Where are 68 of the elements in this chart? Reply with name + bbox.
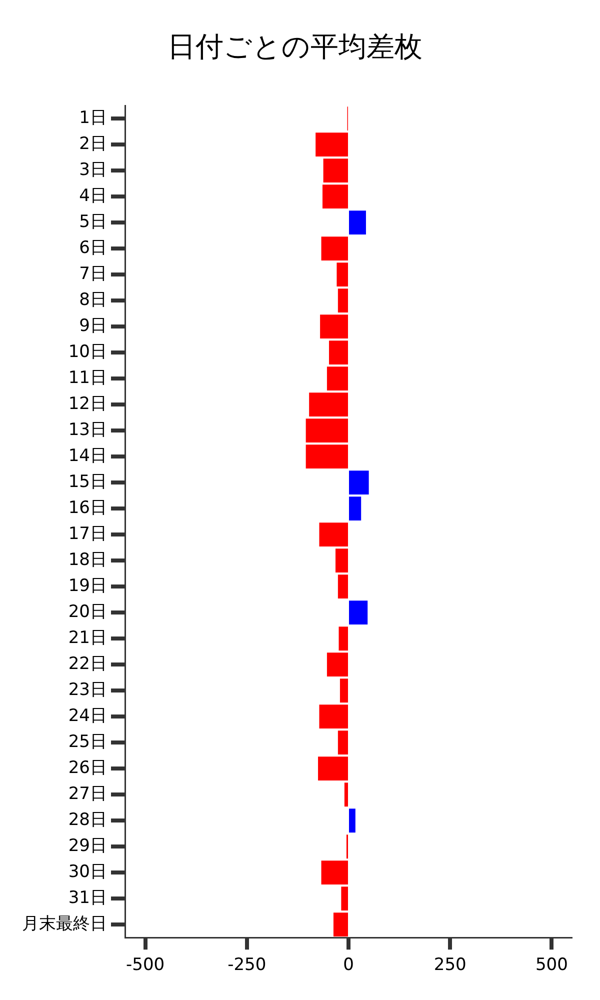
bar — [338, 730, 348, 755]
y-tick-label: 10日 — [68, 342, 107, 362]
bar — [349, 470, 369, 495]
y-tick-label: 13日 — [68, 420, 107, 440]
bar — [306, 444, 348, 469]
y-tick-label: 15日 — [68, 472, 107, 492]
bar — [321, 236, 348, 261]
y-tick-label: 27日 — [68, 784, 107, 804]
bar — [306, 418, 348, 443]
y-tick-label: 8日 — [79, 290, 107, 310]
y-tick-label: 29日 — [68, 836, 107, 856]
x-tick-label: 250 — [434, 955, 466, 976]
bar — [335, 548, 348, 573]
bar — [318, 756, 348, 781]
y-tick-label: 21日 — [68, 628, 107, 648]
bar — [328, 340, 348, 365]
y-tick-label: 18日 — [68, 550, 107, 570]
bar — [349, 600, 368, 625]
y-tick-label: 16日 — [68, 498, 107, 518]
bar — [340, 678, 348, 703]
y-tick-label: 5日 — [79, 212, 107, 232]
bar — [326, 652, 348, 677]
bar — [338, 626, 348, 651]
y-tick-label: 20日 — [68, 602, 107, 622]
y-tick-label: 7日 — [79, 264, 107, 284]
bar — [321, 860, 348, 885]
bar — [349, 808, 356, 833]
bar — [349, 496, 362, 521]
bar — [322, 184, 348, 209]
bar — [323, 158, 348, 183]
y-tick-label: 12日 — [68, 394, 107, 414]
bar — [333, 912, 348, 937]
y-tick-label: 3日 — [79, 160, 107, 180]
y-tick-label: 31日 — [68, 888, 107, 908]
y-tick-label: 23日 — [68, 680, 107, 700]
bar — [344, 782, 348, 807]
y-tick-label: 9日 — [79, 316, 107, 336]
bar — [316, 132, 348, 157]
y-tick-label: 22日 — [68, 654, 107, 674]
x-tick-label: -500 — [126, 955, 165, 976]
bar — [319, 704, 348, 729]
y-tick-label: 28日 — [68, 810, 107, 830]
y-tick-label: 17日 — [68, 524, 107, 544]
y-tick-label: 1日 — [79, 108, 107, 128]
bar — [319, 522, 348, 547]
y-tick-label: 25日 — [68, 732, 107, 752]
y-tick-label: 11日 — [68, 368, 107, 388]
bar — [338, 574, 348, 599]
y-tick-label: 4日 — [79, 186, 107, 206]
y-tick-label: 2日 — [79, 134, 107, 154]
bar — [349, 210, 366, 235]
bar — [336, 262, 348, 287]
bar — [320, 314, 348, 339]
y-tick-label: 26日 — [68, 758, 107, 778]
y-tick-label: 24日 — [68, 706, 107, 726]
y-tick-label: 月末最終日 — [22, 914, 107, 934]
bar — [341, 886, 348, 911]
bar — [309, 392, 348, 417]
x-tick-label: 500 — [535, 955, 568, 976]
y-tick-label: 6日 — [79, 238, 107, 258]
x-tick-label: -250 — [228, 955, 266, 976]
bar — [326, 366, 348, 391]
y-tick-label: 14日 — [68, 446, 107, 466]
y-tick-label: 30日 — [68, 862, 107, 882]
bar — [338, 288, 348, 313]
chart-title: 日付ごとの平均差枚 — [168, 30, 422, 64]
x-tick-label: 0 — [343, 955, 354, 976]
y-tick-label: 19日 — [68, 576, 107, 596]
